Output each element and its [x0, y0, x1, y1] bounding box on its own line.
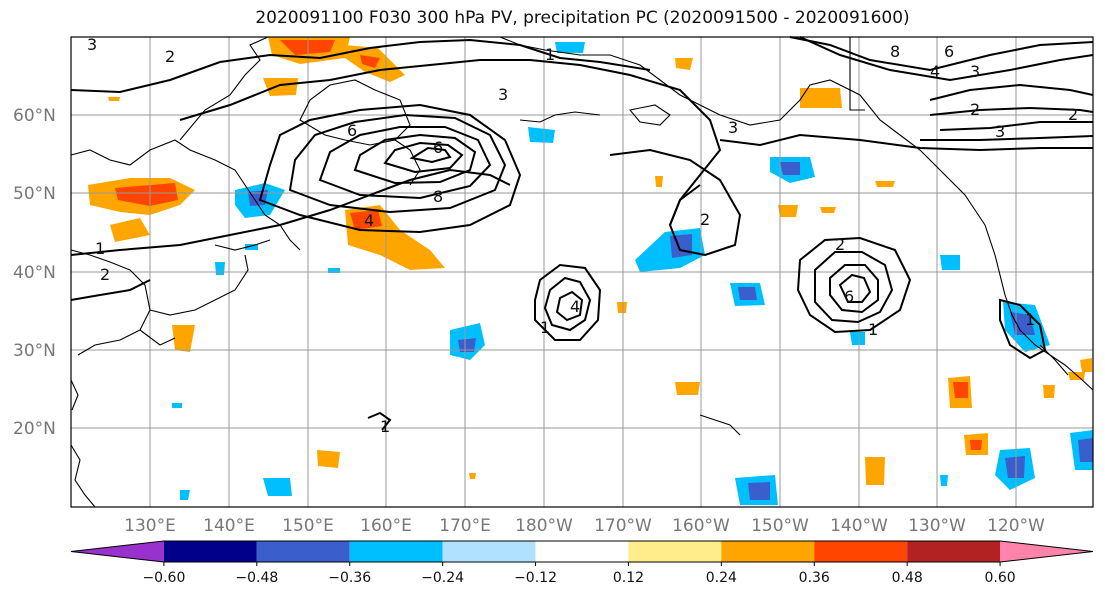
lon-label: 170°W: [594, 516, 652, 536]
contour-label: 6: [844, 287, 854, 306]
contour-label: 3: [995, 122, 1005, 141]
colorbar-segment: [814, 541, 908, 562]
lon-label: 150°E: [282, 516, 334, 536]
lon-label: 150°W: [751, 516, 809, 536]
lat-label: 50°N: [13, 184, 56, 204]
contour-label: 8: [890, 42, 900, 61]
colorbar-segment: [256, 541, 350, 562]
colorbar-segment: [163, 541, 257, 562]
colorbar-segment: [721, 541, 815, 562]
lon-label: 140°W: [830, 516, 888, 536]
contour-label: 3: [498, 85, 508, 104]
contour-label: 1: [380, 417, 390, 436]
colorbar-tick-label: 0.48: [892, 570, 923, 586]
contour-label: 2: [970, 100, 980, 119]
lon-label: 160°E: [360, 516, 412, 536]
lon-label: 160°W: [672, 516, 730, 536]
contour-label: 6: [347, 121, 357, 140]
colorbar-tick-label: −0.36: [328, 570, 371, 586]
longitude-labels: 130°E 140°E 150°E 160°E 170°E 180°W 170°…: [124, 516, 1045, 536]
colorbar-tick-label: −0.12: [514, 570, 557, 586]
colorbar-segment: [442, 541, 536, 562]
contour-label: 2: [100, 265, 110, 284]
contour-label: 8: [433, 187, 443, 206]
negative-precip-shading: [172, 42, 1093, 505]
lat-lon-grid: [71, 37, 1093, 507]
contour-label: 3: [970, 62, 980, 81]
contour-label: 1: [95, 239, 105, 258]
colorbar-segment: [71, 541, 164, 562]
contour-label: 1: [545, 45, 555, 64]
colorbar-segment: [628, 541, 722, 562]
lat-label: 20°N: [13, 419, 56, 439]
latitude-labels: 60°N 50°N 40°N 30°N 20°N: [13, 106, 56, 439]
colorbar-tick-label: −0.60: [142, 570, 185, 586]
contour-label: 2: [165, 47, 175, 66]
colorbar-tick-label: −0.24: [421, 570, 464, 586]
colorbar-tick-label: −0.48: [235, 570, 278, 586]
colorbar-segment: [349, 541, 443, 562]
colorbar-tick-label: 0.12: [613, 570, 644, 586]
positive-precip-shading: [88, 37, 1092, 485]
map-panel: 1 3 6 6 8 4 1 2 1 4 2 6 1 3 8 6 4 3 2 3 …: [70, 35, 1094, 508]
pv-contours: [70, 36, 1094, 431]
contour-value-labels: 1 3 6 6 8 4 1 2 1 4 2 6 1 3 8 6 4 3 2 3 …: [87, 35, 1078, 436]
colorbar-tick-label: 0.60: [985, 570, 1016, 586]
lon-label: 130°W: [908, 516, 966, 536]
lon-label: 170°E: [439, 516, 491, 536]
lat-label: 30°N: [13, 341, 56, 361]
colorbar-segment: [1000, 541, 1093, 562]
contour-label: 6: [944, 42, 954, 61]
colorbar-tick-label: 0.24: [706, 570, 737, 586]
contour-label: 4: [930, 62, 940, 81]
contour-label: 2: [835, 235, 845, 254]
lat-label: 40°N: [13, 263, 56, 283]
map-border: [70, 36, 1094, 508]
colorbar: −0.60 −0.48 −0.36 −0.24 −0.12 0.12 0.24 0.36 0.4…: [70, 540, 1094, 586]
contour-label: 1: [1025, 310, 1035, 329]
contour-label: 4: [364, 211, 374, 230]
contour-label: 2: [700, 210, 710, 229]
contour-label: 1: [540, 318, 550, 337]
lat-label: 60°N: [13, 106, 56, 126]
map-title: 2020091100 F030 300 hPa PV, precipitatio…: [255, 8, 910, 28]
lon-label: 120°W: [987, 516, 1045, 536]
colorbar-segment: [907, 541, 1001, 562]
contour-label: 6: [433, 138, 443, 157]
contour-label: 3: [87, 35, 97, 54]
contour-label: 3: [728, 118, 738, 137]
contour-label: 2: [1068, 105, 1078, 124]
colorbar-tick-label: 0.36: [799, 570, 830, 586]
colorbar-segment: [535, 541, 629, 562]
contour-label: 1: [868, 320, 878, 339]
lon-label: 180°W: [515, 516, 573, 536]
lon-label: 130°E: [124, 516, 176, 536]
lon-label: 140°E: [203, 516, 255, 536]
contour-label: 4: [570, 297, 580, 316]
